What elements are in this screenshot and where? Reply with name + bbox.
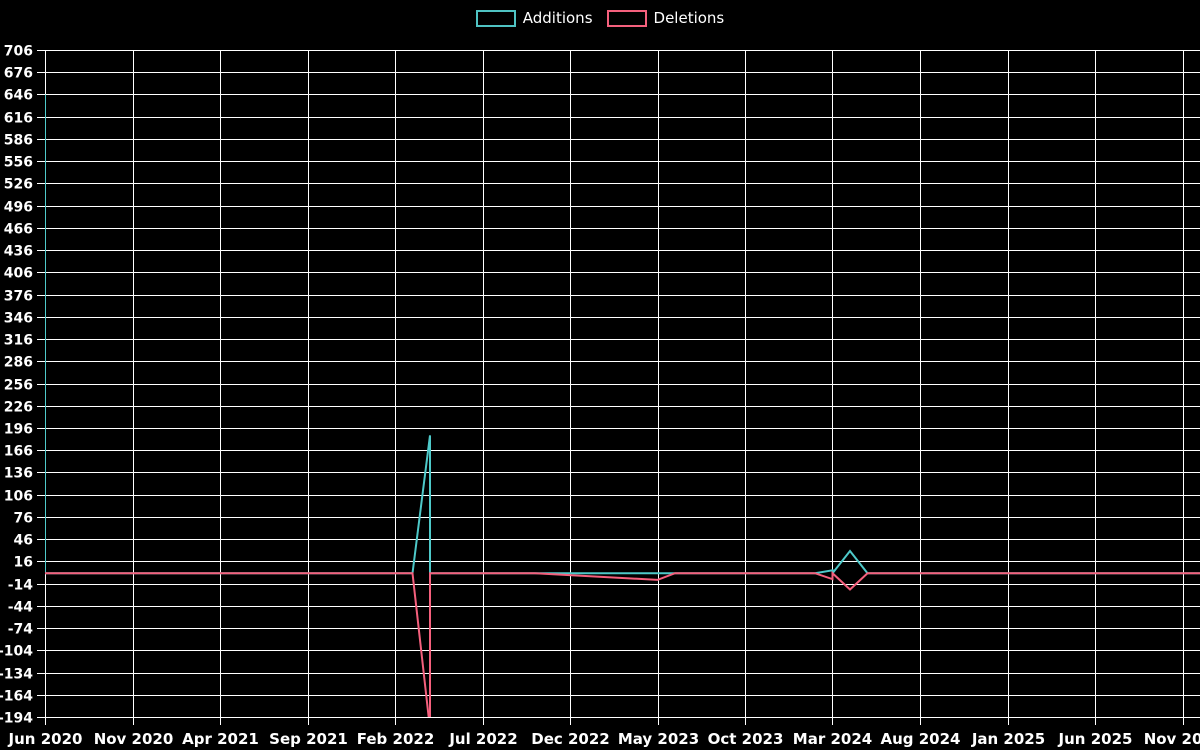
series-line-additions <box>45 94 1200 577</box>
y-tick-label: -134 <box>0 667 33 683</box>
y-tick-label: 256 <box>4 378 33 394</box>
x-axis-ticks: Jun 2020 Nov 2020 Apr 2021 Sep 2021 Feb 2022… <box>8 730 1200 748</box>
x-tick-label: May 2023 <box>618 730 699 748</box>
y-tick-label: 556 <box>4 155 33 171</box>
y-tick-label: 316 <box>4 333 33 349</box>
y-tick-label: 646 <box>4 88 33 104</box>
y-tick-label: 676 <box>4 66 33 82</box>
y-tick-label: -164 <box>0 689 33 705</box>
y-tick-label: 586 <box>4 133 33 149</box>
y-tick-label: -14 <box>8 578 34 594</box>
x-tick-label: Jan 2025 <box>971 730 1045 748</box>
y-tick-label: 76 <box>14 511 33 527</box>
y-tick-label: -104 <box>0 644 33 660</box>
y-tick-label: 346 <box>4 311 33 327</box>
x-tick-label: Aug 2024 <box>881 730 961 748</box>
y-tick-label: 376 <box>4 289 33 305</box>
x-tick-label: Oct 2023 <box>708 730 784 748</box>
y-tick-label: 226 <box>4 400 33 416</box>
y-tick-label: 526 <box>4 177 33 193</box>
x-tick-label: Jun 2020 <box>8 730 83 748</box>
y-tick-label: -194 <box>0 711 33 727</box>
y-tick-label: 436 <box>4 244 33 260</box>
y-tick-label: 466 <box>4 222 33 238</box>
x-tick-label: Apr 2021 <box>182 730 259 748</box>
x-tick-label: Dec 2022 <box>531 730 610 748</box>
y-tick-label: 166 <box>4 444 33 460</box>
y-tick-label: 16 <box>14 555 33 571</box>
x-tick-label: Nov 2025 <box>1144 730 1200 748</box>
x-tick-label: Jul 2022 <box>448 730 517 748</box>
x-tick-label: Feb 2022 <box>357 730 435 748</box>
x-tick-label: Nov 2020 <box>94 730 174 748</box>
y-tick-label: 496 <box>4 200 33 216</box>
series-layer <box>45 94 1200 717</box>
x-tick-label: Sep 2021 <box>269 730 348 748</box>
y-axis-ticks: 706 676 646 616 586 556 526 496 466 436 406 376 346 3… <box>0 44 33 727</box>
y-tick-label: -44 <box>8 600 34 616</box>
y-tick-label: -74 <box>8 622 34 638</box>
x-tick-label: Jun 2025 <box>1058 730 1133 748</box>
y-tick-label: 106 <box>4 489 33 505</box>
y-tick-label: 616 <box>4 111 33 127</box>
y-tick-label: 286 <box>4 355 33 371</box>
y-tick-label: 706 <box>4 44 33 60</box>
series-line-deletions <box>45 570 1200 717</box>
y-tick-label: 46 <box>14 533 33 549</box>
y-tick-label: 406 <box>4 266 33 282</box>
y-tick-label: 196 <box>4 422 33 438</box>
x-tick-label: Mar 2024 <box>793 730 872 748</box>
grid-layer <box>37 49 1200 725</box>
y-tick-label: 136 <box>4 466 33 482</box>
